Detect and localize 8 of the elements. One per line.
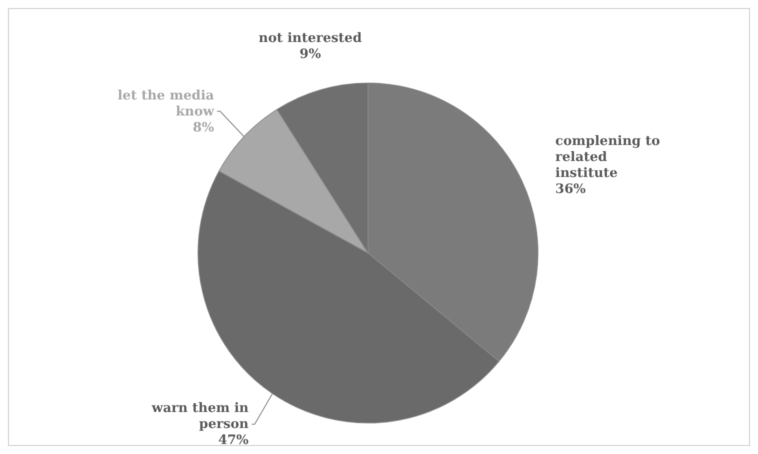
data-label: 47% bbox=[218, 433, 250, 448]
data-label: 9% bbox=[300, 47, 322, 62]
slice-label: not interested bbox=[258, 31, 362, 46]
slice-label: warn them in person bbox=[150, 401, 250, 432]
data-label: 36% bbox=[555, 182, 586, 197]
slice-label: complening to related institute bbox=[555, 134, 660, 181]
slice-label: let the media know bbox=[118, 88, 215, 120]
data-label: 8% bbox=[192, 120, 215, 136]
